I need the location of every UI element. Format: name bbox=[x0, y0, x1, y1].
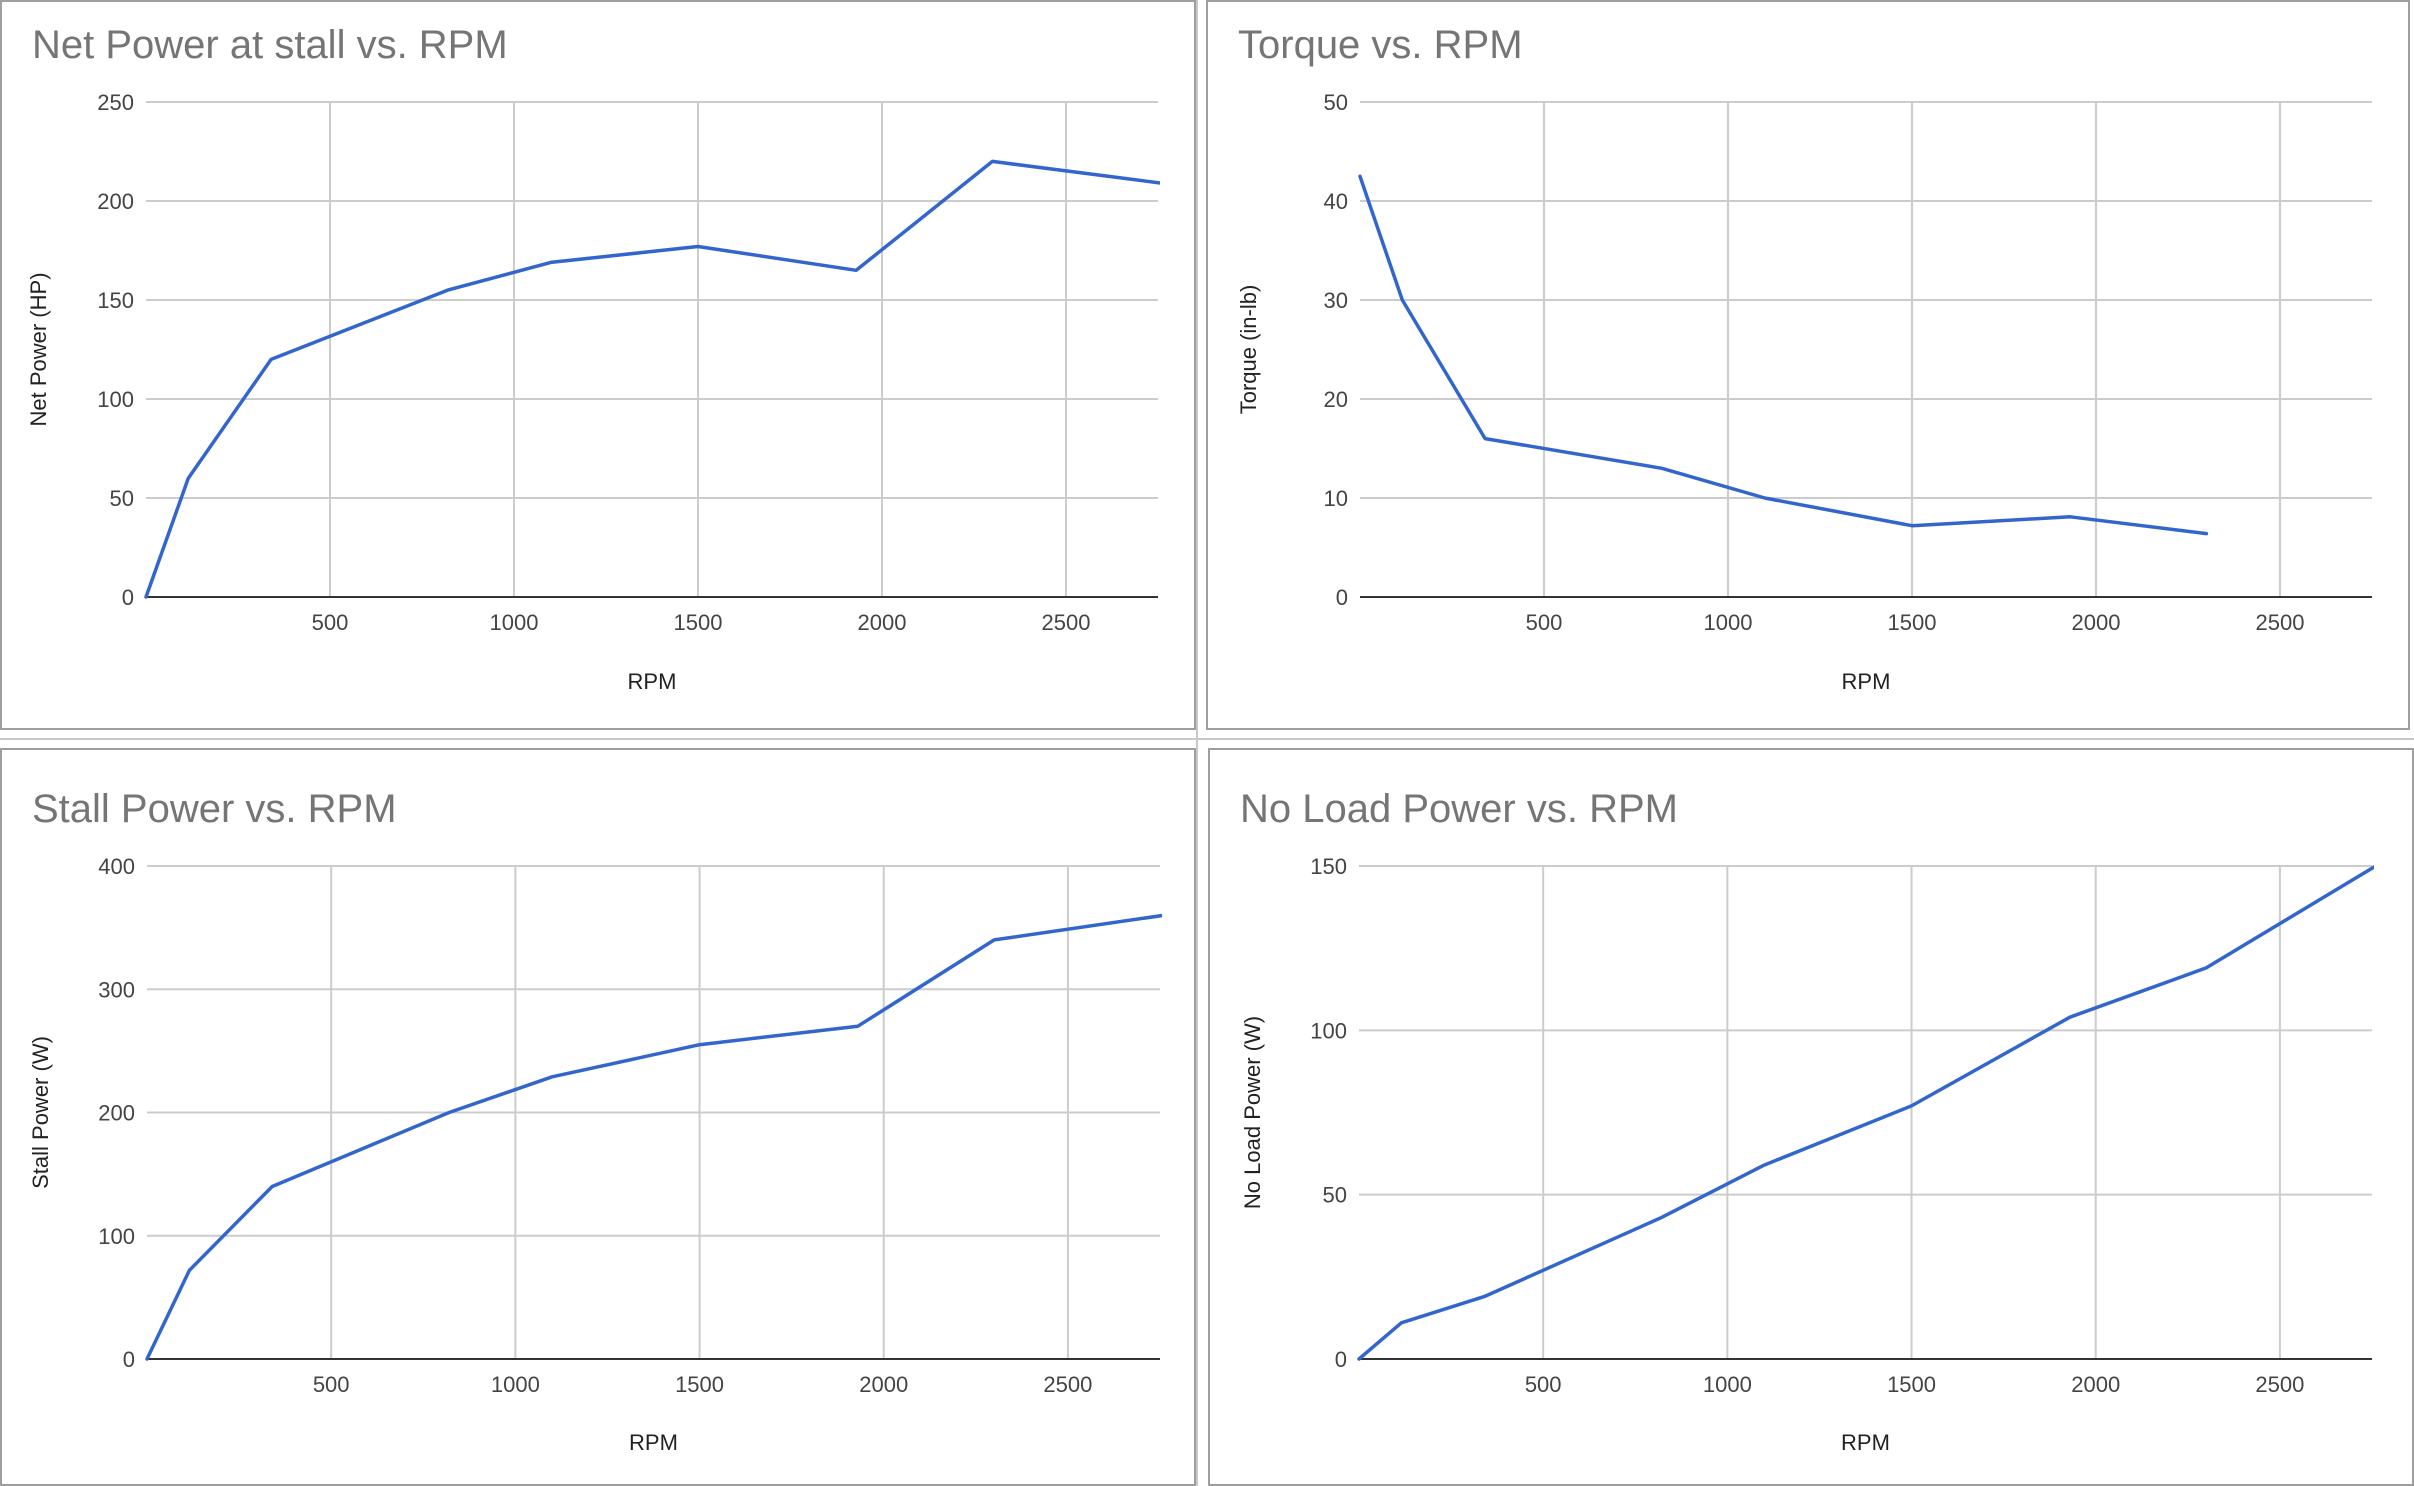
chart-svg: Stall Power vs. RPM 0 100 200 300 400 500 1000 1… bbox=[28, 787, 1162, 1455]
y-tick-label: 400 bbox=[98, 854, 135, 879]
x-axis-title: RPM bbox=[628, 669, 677, 694]
x-tick-label: 2000 bbox=[2072, 610, 2121, 635]
x-tick-label: 2500 bbox=[2255, 1372, 2304, 1397]
net-power-chart[interactable]: Net Power at stall vs. RPM 0 50 100 150 200 25… bbox=[0, 0, 1196, 730]
y-tick-label: 20 bbox=[1324, 387, 1348, 412]
chart-svg: Net Power at stall vs. RPM 0 50 100 150 200 25… bbox=[26, 23, 1160, 694]
y-tick-label: 50 bbox=[110, 486, 134, 511]
series-line bbox=[144, 159, 1160, 599]
x-tick-label: 1500 bbox=[1888, 610, 1937, 635]
sheet-row-line bbox=[0, 738, 2414, 740]
y-tick-label: 200 bbox=[98, 1101, 135, 1126]
y-tick-label: 0 bbox=[122, 585, 134, 610]
y-tick-label: 0 bbox=[1335, 1347, 1347, 1372]
y-tick-label: 40 bbox=[1324, 189, 1348, 214]
x-tick-label: 2000 bbox=[859, 1372, 908, 1397]
y-axis-title: Stall Power (W) bbox=[28, 1036, 53, 1189]
chart-title: Stall Power vs. RPM bbox=[32, 787, 397, 831]
x-tick-label: 500 bbox=[1525, 1372, 1562, 1397]
y-tick-label: 30 bbox=[1324, 288, 1348, 313]
x-tick-label: 2000 bbox=[858, 610, 907, 635]
x-tick-label: 500 bbox=[313, 1372, 350, 1397]
x-tick-label: 500 bbox=[312, 610, 349, 635]
chart-title: Torque vs. RPM bbox=[1238, 23, 1523, 67]
y-tick-label: 200 bbox=[97, 189, 134, 214]
torque-chart[interactable]: Torque vs. RPM 0 10 20 30 40 50 500 1000 1500 2000… bbox=[1206, 0, 2410, 730]
y-axis-title: No Load Power (W) bbox=[1240, 1016, 1265, 1209]
series-line bbox=[145, 913, 1162, 1361]
x-tick-label: 1000 bbox=[491, 1372, 540, 1397]
y-tick-label: 150 bbox=[97, 288, 134, 313]
y-tick-label: 100 bbox=[97, 387, 134, 412]
x-tick-label: 1500 bbox=[674, 610, 723, 635]
series-line bbox=[1358, 174, 2209, 536]
x-tick-label: 2500 bbox=[1043, 1372, 1092, 1397]
x-axis-title: RPM bbox=[629, 1430, 678, 1455]
x-axis-title: RPM bbox=[1841, 1430, 1890, 1455]
x-tick-label: 2500 bbox=[2256, 610, 2305, 635]
y-tick-label: 50 bbox=[1323, 1183, 1347, 1208]
y-tick-label: 150 bbox=[1310, 854, 1347, 879]
y-axis-title: Net Power (HP) bbox=[26, 272, 51, 426]
x-tick-label: 2000 bbox=[2071, 1372, 2120, 1397]
y-tick-label: 0 bbox=[123, 1347, 135, 1372]
no-load-power-chart[interactable]: No Load Power vs. RPM 0 50 100 150 500 1000 150… bbox=[1208, 748, 2414, 1486]
y-tick-label: 100 bbox=[98, 1224, 135, 1249]
y-tick-label: 250 bbox=[97, 90, 134, 115]
x-tick-label: 1500 bbox=[1887, 1372, 1936, 1397]
chart-svg: Torque vs. RPM 0 10 20 30 40 50 500 1000 1500 2000… bbox=[1236, 23, 2372, 694]
x-tick-label: 2500 bbox=[1042, 610, 1091, 635]
x-tick-label: 1500 bbox=[675, 1372, 724, 1397]
y-tick-label: 0 bbox=[1336, 585, 1348, 610]
y-tick-label: 300 bbox=[98, 977, 135, 1002]
x-tick-label: 1000 bbox=[1703, 1372, 1752, 1397]
x-tick-label: 500 bbox=[1526, 610, 1563, 635]
y-tick-label: 10 bbox=[1324, 486, 1348, 511]
x-axis-title: RPM bbox=[1842, 669, 1891, 694]
sheet-column-line bbox=[1196, 0, 1198, 1486]
y-axis-title: Torque (in-lb) bbox=[1236, 285, 1261, 415]
series-line bbox=[1357, 864, 2374, 1361]
x-tick-label: 1000 bbox=[490, 610, 539, 635]
stall-power-chart[interactable]: Stall Power vs. RPM 0 100 200 300 400 500 1000 1… bbox=[0, 748, 1196, 1486]
y-tick-label: 100 bbox=[1310, 1018, 1347, 1043]
x-tick-label: 1000 bbox=[1704, 610, 1753, 635]
chart-svg: No Load Power vs. RPM 0 50 100 150 500 1000 150… bbox=[1240, 787, 2374, 1455]
chart-title: No Load Power vs. RPM bbox=[1240, 787, 1678, 831]
chart-title: Net Power at stall vs. RPM bbox=[32, 23, 508, 67]
y-tick-label: 50 bbox=[1324, 90, 1348, 115]
